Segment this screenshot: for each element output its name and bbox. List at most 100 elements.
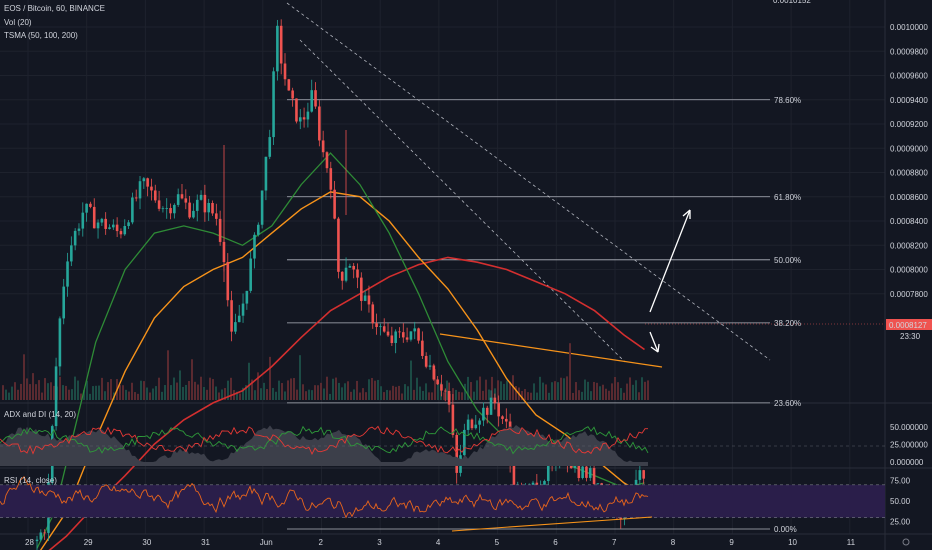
candle-body xyxy=(382,326,386,332)
rsi-tick-label: 75.00 xyxy=(890,477,911,486)
candle-body xyxy=(436,379,439,385)
candle-body xyxy=(161,208,165,210)
volume-bar xyxy=(320,382,322,400)
adx-tick-label: 25.000000 xyxy=(890,441,928,450)
volume-bar xyxy=(464,383,466,400)
volume-bar xyxy=(332,378,334,400)
volume-bar xyxy=(62,385,64,400)
candle-body xyxy=(386,331,390,336)
volume-bar xyxy=(101,377,103,400)
candle-body xyxy=(451,404,455,435)
volume-bar xyxy=(356,380,358,400)
candle-body xyxy=(203,194,207,213)
volume-bar xyxy=(104,391,106,400)
volume-bar xyxy=(89,393,91,400)
volume-bar xyxy=(515,386,517,400)
tsma-legend: TSMA (50, 100, 200) xyxy=(4,31,78,40)
volume-bar xyxy=(629,377,631,400)
volume-bar xyxy=(188,381,190,400)
volume-bar xyxy=(632,384,634,400)
x-axis-label: 11 xyxy=(847,538,856,547)
volume-bar xyxy=(17,389,19,400)
volume-bar xyxy=(488,389,490,400)
candle-body xyxy=(279,25,283,64)
candle-body xyxy=(325,152,329,169)
volume-bar xyxy=(38,380,40,400)
price-tick-label: 0.0008600 xyxy=(890,193,928,202)
volume-bar xyxy=(35,384,37,400)
volume-bar xyxy=(314,385,316,400)
candle-body xyxy=(230,300,233,332)
candle-body xyxy=(169,208,172,214)
volume-bar xyxy=(26,378,28,400)
volume-bar xyxy=(77,380,79,400)
price-tick-label: 0.0007800 xyxy=(890,290,928,299)
volume-bar xyxy=(602,384,604,400)
symbol-title: EOS / Bitcoin, 60, BINANCE xyxy=(4,4,105,13)
volume-bar xyxy=(203,386,205,400)
sma100-line xyxy=(39,191,645,550)
volume-bar xyxy=(86,380,88,400)
volume-bar xyxy=(365,392,367,400)
price-tick-label: 0.0009600 xyxy=(890,72,928,81)
volume-legend: Vol (20) xyxy=(4,18,32,27)
volume-bar xyxy=(530,392,532,400)
candle-body xyxy=(92,206,96,229)
arrow-up-icon xyxy=(682,209,691,219)
volume-bar xyxy=(380,386,382,400)
volume-bar xyxy=(467,376,469,400)
volume-bar xyxy=(500,381,502,400)
volume-bar xyxy=(329,393,331,400)
candle-body xyxy=(272,71,275,138)
volume-bar xyxy=(470,382,472,400)
candle-body xyxy=(546,463,550,481)
volume-bar xyxy=(269,356,271,400)
candle-body xyxy=(474,424,478,429)
volume-bar xyxy=(98,385,100,400)
candle-body xyxy=(234,322,237,332)
volume-bar xyxy=(326,376,328,400)
candle-body xyxy=(54,366,58,427)
volume-bar xyxy=(296,389,298,400)
volume-bar xyxy=(23,354,25,400)
candle-body xyxy=(329,168,333,190)
volume-bar xyxy=(80,393,82,400)
volume-bar xyxy=(155,386,157,400)
volume-bar xyxy=(410,360,412,400)
fib-level-label: 78.60% xyxy=(774,96,801,105)
volume-bar xyxy=(158,377,160,400)
candle-body xyxy=(543,480,546,488)
volume-bar xyxy=(566,376,568,400)
volume-bar xyxy=(401,393,403,400)
volume-bar xyxy=(266,389,268,400)
x-axis-label: 28 xyxy=(25,538,34,547)
candle-body xyxy=(268,137,272,157)
volume-bar xyxy=(14,382,16,400)
candle-body xyxy=(634,479,638,487)
price-tick-label: 0.0008000 xyxy=(890,266,928,275)
volume-bar xyxy=(239,393,241,400)
volume-bar xyxy=(503,383,505,400)
volume-bar xyxy=(524,389,526,400)
volume-bar xyxy=(347,381,349,400)
candle-body xyxy=(394,331,397,344)
volume-bar xyxy=(521,391,523,400)
volume-bar xyxy=(359,392,361,400)
rsi-legend: RSI (14, close) xyxy=(4,476,57,485)
candle-body xyxy=(409,331,413,340)
volume-bar xyxy=(440,382,442,400)
candle-body xyxy=(302,117,306,120)
volume-bar xyxy=(227,380,229,400)
volume-bar xyxy=(641,377,643,400)
candle-body xyxy=(398,331,401,333)
candle-body xyxy=(642,470,645,479)
price-tick-label: 0.0008400 xyxy=(890,217,928,226)
volume-bar xyxy=(542,382,544,400)
candle-body xyxy=(245,290,249,304)
candle-body xyxy=(310,90,314,112)
candle-body xyxy=(276,25,279,72)
volume-bar xyxy=(614,376,616,400)
candle-body xyxy=(585,466,588,478)
candle-body xyxy=(413,328,417,332)
